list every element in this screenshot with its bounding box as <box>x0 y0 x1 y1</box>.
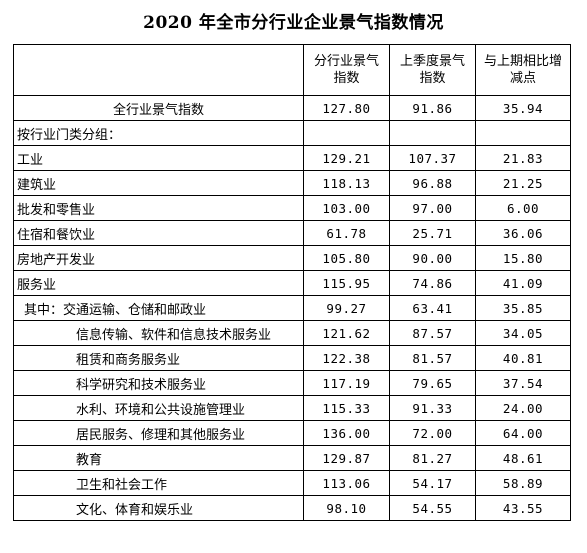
change-cell: 36.06 <box>475 220 571 246</box>
table-row: 工业 129.21 107.37 21.83 <box>13 145 571 171</box>
table-row: 住宿和餐饮业 61.78 25.71 36.06 <box>13 220 571 246</box>
previous-index-cell: 87.57 <box>389 320 476 346</box>
current-index-cell: 122.38 <box>303 345 390 371</box>
change-cell: 48.61 <box>475 445 571 471</box>
current-index-cell: 136.00 <box>303 420 390 446</box>
current-index-cell: 121.62 <box>303 320 390 346</box>
row-label: 服务业 <box>13 270 304 296</box>
change-cell: 15.80 <box>475 245 571 271</box>
row-label: 居民服务、修理和其他服务业 <box>13 420 304 446</box>
table-row: 房地产开发业 105.80 90.00 15.80 <box>13 245 571 271</box>
row-label: 租赁和商务服务业 <box>13 345 304 371</box>
change-cell: 6.00 <box>475 195 571 221</box>
current-index-cell: 99.27 <box>303 295 390 321</box>
current-index-cell: 117.19 <box>303 370 390 396</box>
table-row: 卫生和社会工作 113.06 54.17 58.89 <box>13 470 571 496</box>
current-index-cell: 129.87 <box>303 445 390 471</box>
table-row: 租赁和商务服务业 122.38 81.57 40.81 <box>13 345 571 371</box>
table-body: 全行业景气指数 127.80 91.86 35.94 按行业门类分组： 工业 129.21 1… <box>13 95 571 521</box>
previous-index-cell: 91.86 <box>389 95 476 121</box>
table-row: 按行业门类分组： <box>13 120 571 146</box>
current-index-cell: 115.95 <box>303 270 390 296</box>
index-table: 分行业景气指数 上季度景气指数 与上期相比增减点 全行业景气指数 127.80 91… <box>13 44 571 521</box>
change-cell: 58.89 <box>475 470 571 496</box>
row-label: 工业 <box>13 145 304 171</box>
row-label: 科学研究和技术服务业 <box>13 370 304 396</box>
row-label: 教育 <box>13 445 304 471</box>
row-label: 全行业景气指数 <box>13 95 304 121</box>
table-header-row: 分行业景气指数 上季度景气指数 与上期相比增减点 <box>13 44 571 96</box>
previous-index-cell: 63.41 <box>389 295 476 321</box>
current-index-cell <box>303 120 390 146</box>
previous-index-cell: 79.65 <box>389 370 476 396</box>
row-label: 住宿和餐饮业 <box>13 220 304 246</box>
row-label: 按行业门类分组： <box>13 120 304 146</box>
previous-index-cell: 107.37 <box>389 145 476 171</box>
table-row: 服务业 115.95 74.86 41.09 <box>13 270 571 296</box>
table-row: 批发和零售业 103.00 97.00 6.00 <box>13 195 571 221</box>
previous-index-cell: 81.27 <box>389 445 476 471</box>
table-row: 信息传输、软件和信息技术服务业 121.62 87.57 34.05 <box>13 320 571 346</box>
previous-index-cell: 90.00 <box>389 245 476 271</box>
row-label: 卫生和社会工作 <box>13 470 304 496</box>
change-cell: 35.94 <box>475 95 571 121</box>
previous-index-cell: 97.00 <box>389 195 476 221</box>
header-current-index: 分行业景气指数 <box>303 44 390 96</box>
current-index-cell: 129.21 <box>303 145 390 171</box>
header-previous-quarter-index: 上季度景气指数 <box>389 44 476 96</box>
change-cell: 43.55 <box>475 495 571 521</box>
row-label: 其中：交通运输、仓储和邮政业 <box>13 295 304 321</box>
header-change-points: 与上期相比增减点 <box>475 44 571 96</box>
table-row: 其中：交通运输、仓储和邮政业 99.27 63.41 35.85 <box>13 295 571 321</box>
table-row: 科学研究和技术服务业 117.19 79.65 37.54 <box>13 370 571 396</box>
change-cell: 21.25 <box>475 170 571 196</box>
header-empty-cell <box>13 44 304 96</box>
page-title: 2020 年全市分行业企业景气指数情况 <box>143 13 444 33</box>
change-cell: 64.00 <box>475 420 571 446</box>
previous-index-cell: 91.33 <box>389 395 476 421</box>
previous-index-cell: 96.88 <box>389 170 476 196</box>
table-row: 建筑业 118.13 96.88 21.25 <box>13 170 571 196</box>
current-index-cell: 118.13 <box>303 170 390 196</box>
previous-index-cell: 81.57 <box>389 345 476 371</box>
table-row: 教育 129.87 81.27 48.61 <box>13 445 571 471</box>
table-row: 居民服务、修理和其他服务业 136.00 72.00 64.00 <box>13 420 571 446</box>
table-row: 文化、体育和娱乐业 98.10 54.55 43.55 <box>13 495 571 521</box>
current-index-cell: 103.00 <box>303 195 390 221</box>
change-cell <box>475 120 571 146</box>
current-index-cell: 115.33 <box>303 395 390 421</box>
current-index-cell: 98.10 <box>303 495 390 521</box>
previous-index-cell: 74.86 <box>389 270 476 296</box>
row-label: 房地产开发业 <box>13 245 304 271</box>
row-label: 水利、环境和公共设施管理业 <box>13 395 304 421</box>
change-cell: 24.00 <box>475 395 571 421</box>
change-cell: 34.05 <box>475 320 571 346</box>
current-index-cell: 127.80 <box>303 95 390 121</box>
row-label: 文化、体育和娱乐业 <box>13 495 304 521</box>
table-row: 全行业景气指数 127.80 91.86 35.94 <box>13 95 571 121</box>
change-cell: 21.83 <box>475 145 571 171</box>
previous-index-cell <box>389 120 476 146</box>
current-index-cell: 113.06 <box>303 470 390 496</box>
change-cell: 35.85 <box>475 295 571 321</box>
previous-index-cell: 54.55 <box>389 495 476 521</box>
change-cell: 40.81 <box>475 345 571 371</box>
change-cell: 41.09 <box>475 270 571 296</box>
row-label: 建筑业 <box>13 170 304 196</box>
previous-index-cell: 25.71 <box>389 220 476 246</box>
current-index-cell: 61.78 <box>303 220 390 246</box>
current-index-cell: 105.80 <box>303 245 390 271</box>
row-label: 信息传输、软件和信息技术服务业 <box>13 320 304 346</box>
table-row: 水利、环境和公共设施管理业 115.33 91.33 24.00 <box>13 395 571 421</box>
previous-index-cell: 72.00 <box>389 420 476 446</box>
previous-index-cell: 54.17 <box>389 470 476 496</box>
row-label: 批发和零售业 <box>13 195 304 221</box>
change-cell: 37.54 <box>475 370 571 396</box>
